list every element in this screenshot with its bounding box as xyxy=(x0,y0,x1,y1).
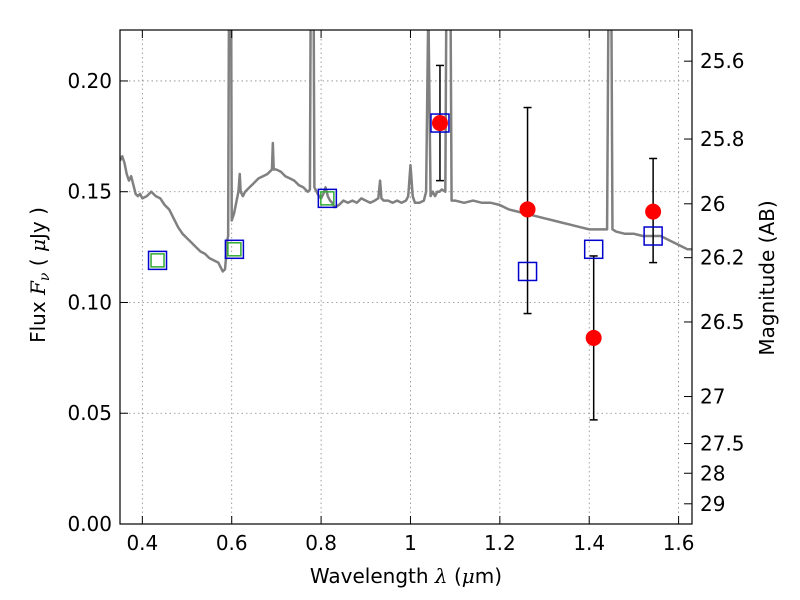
x-tick-label: 1.6 xyxy=(663,531,695,555)
mag-tick-label: 26 xyxy=(700,192,725,216)
y-tick-label: 0.05 xyxy=(67,401,112,425)
y-axis-title: Flux Fν ( μJy ) xyxy=(26,207,53,343)
mag-tick-label: 26.5 xyxy=(700,310,745,334)
blue-square-marker xyxy=(317,188,338,209)
blue-square-marker xyxy=(643,226,663,246)
mag-tick-label: 25.8 xyxy=(700,127,745,151)
green-square-marker xyxy=(150,253,165,268)
observed-point xyxy=(431,115,448,132)
blue-square-marker xyxy=(147,250,168,271)
x-tick-label: 0.4 xyxy=(126,531,158,555)
x-tick-label: 1.4 xyxy=(573,531,605,555)
mag-tick-label: 25.6 xyxy=(700,49,745,73)
green-square-marker xyxy=(227,242,242,257)
x-tick-label: 0.6 xyxy=(216,531,248,555)
observed-point xyxy=(519,201,536,218)
plot-frame xyxy=(119,29,693,525)
mag-tick-label: 28 xyxy=(700,461,725,485)
blue-square-marker xyxy=(583,239,604,260)
y-tick-label: 0.00 xyxy=(67,512,112,536)
y-tick-label: 0.20 xyxy=(67,69,112,93)
observed-point xyxy=(585,329,602,346)
x-tick-label: 0.8 xyxy=(305,531,337,555)
x-tick-label: 1.2 xyxy=(484,531,516,555)
blue-square-marker xyxy=(224,239,245,260)
mag-tick-label: 26.2 xyxy=(700,246,745,270)
x-axis-title: Wavelength λ (μm) xyxy=(310,564,502,588)
y-tick-label: 0.10 xyxy=(67,290,112,314)
observed-point xyxy=(645,203,662,220)
green-square-marker xyxy=(320,191,335,206)
x-tick-label: 1 xyxy=(404,531,417,555)
blue-square-marker xyxy=(517,261,538,282)
ticks: 0.4 0.6 0.8 1 1.2 1.4 1.6 0.00 0.05 0.10 0.15 0.20 2… xyxy=(67,30,745,555)
y2-axis-title: Magnitude (AB) xyxy=(755,200,779,355)
blue-square-marker xyxy=(430,113,450,133)
mag-tick-label: 27 xyxy=(700,385,725,409)
mag-tick-label: 29 xyxy=(700,492,725,516)
mag-tick-label: 27.5 xyxy=(700,432,745,456)
plot-area xyxy=(120,30,692,421)
y-tick-label: 0.15 xyxy=(67,180,112,204)
